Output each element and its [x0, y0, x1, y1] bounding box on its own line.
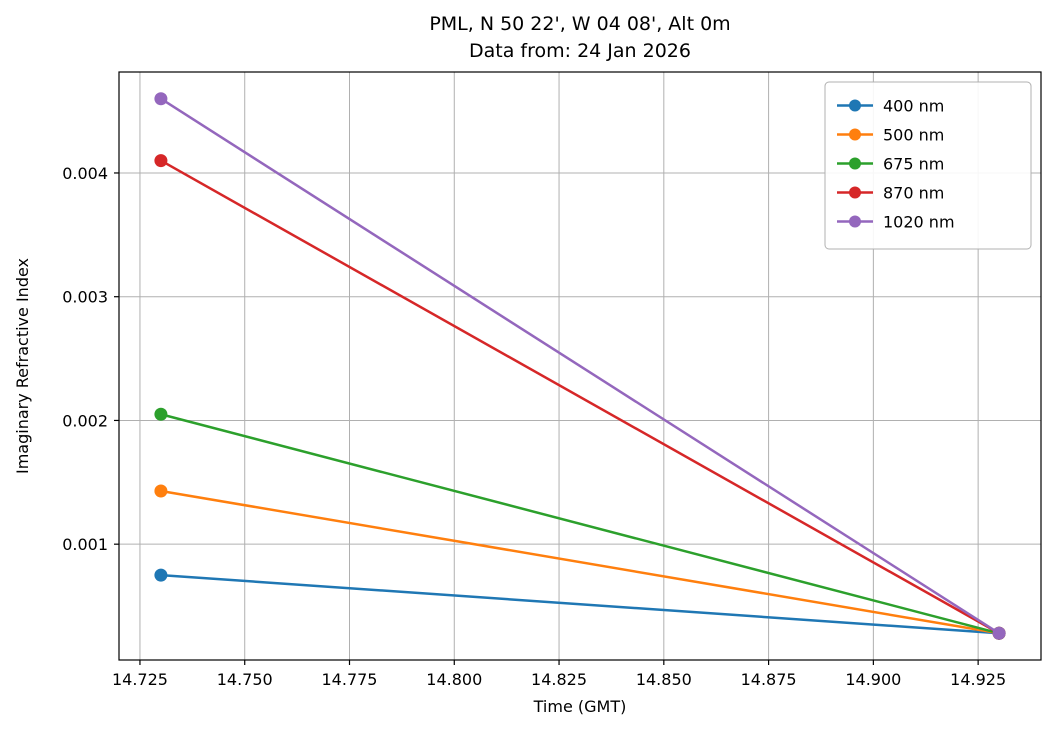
x-tick-label: 14.875 — [741, 670, 797, 689]
legend-marker-sample — [849, 186, 861, 199]
legend-marker-sample — [849, 215, 861, 228]
x-axis-label: Time (GMT) — [533, 697, 627, 716]
series-line-675-nm — [160, 413, 1000, 635]
legend-label: 400 nm — [883, 97, 944, 116]
legend-label: 675 nm — [883, 155, 944, 174]
axes-spines — [118, 71, 1042, 661]
legend-label: 1020 nm — [883, 213, 955, 232]
y-axis-label: Imaginary Refractive Index — [13, 258, 32, 474]
y-tick-label: 0.002 — [62, 411, 108, 430]
x-tick-label: 14.750 — [217, 670, 273, 689]
series-line-870-nm — [160, 159, 1000, 635]
x-tick-label: 14.725 — [112, 670, 168, 689]
y-tick-label: 0.001 — [62, 535, 108, 554]
series-marker-1020-nm — [154, 92, 168, 106]
series-marker-400-nm — [154, 568, 168, 582]
chart-subtitle: Data from: 24 Jan 2026 — [469, 40, 691, 62]
legend-box — [824, 81, 1032, 250]
x-tick-label: 14.900 — [845, 670, 901, 689]
series-marker-675-nm — [154, 407, 168, 421]
series-line-1020-nm — [160, 97, 1000, 635]
legend-marker-sample — [849, 128, 861, 141]
y-tick-label: 0.003 — [62, 288, 108, 307]
x-tick-label: 14.800 — [426, 670, 482, 689]
series-line-500-nm — [160, 489, 1000, 635]
x-tick-label: 14.825 — [531, 670, 587, 689]
series-marker-1020-nm — [992, 626, 1006, 640]
x-tick-label: 14.775 — [322, 670, 378, 689]
chart-title: PML, N 50 22', W 04 08', Alt 0m — [429, 13, 731, 35]
series-line-400-nm — [160, 573, 1000, 635]
legend-marker-sample — [849, 157, 861, 170]
x-tick-label: 14.850 — [636, 670, 692, 689]
y-tick-label: 0.004 — [62, 164, 108, 183]
series-marker-870-nm — [154, 154, 168, 168]
legend-marker-sample — [849, 99, 861, 112]
x-tick-label: 14.925 — [950, 670, 1006, 689]
legend-label: 500 nm — [883, 126, 944, 145]
legend-label: 870 nm — [883, 184, 944, 203]
series-marker-500-nm — [154, 484, 168, 498]
